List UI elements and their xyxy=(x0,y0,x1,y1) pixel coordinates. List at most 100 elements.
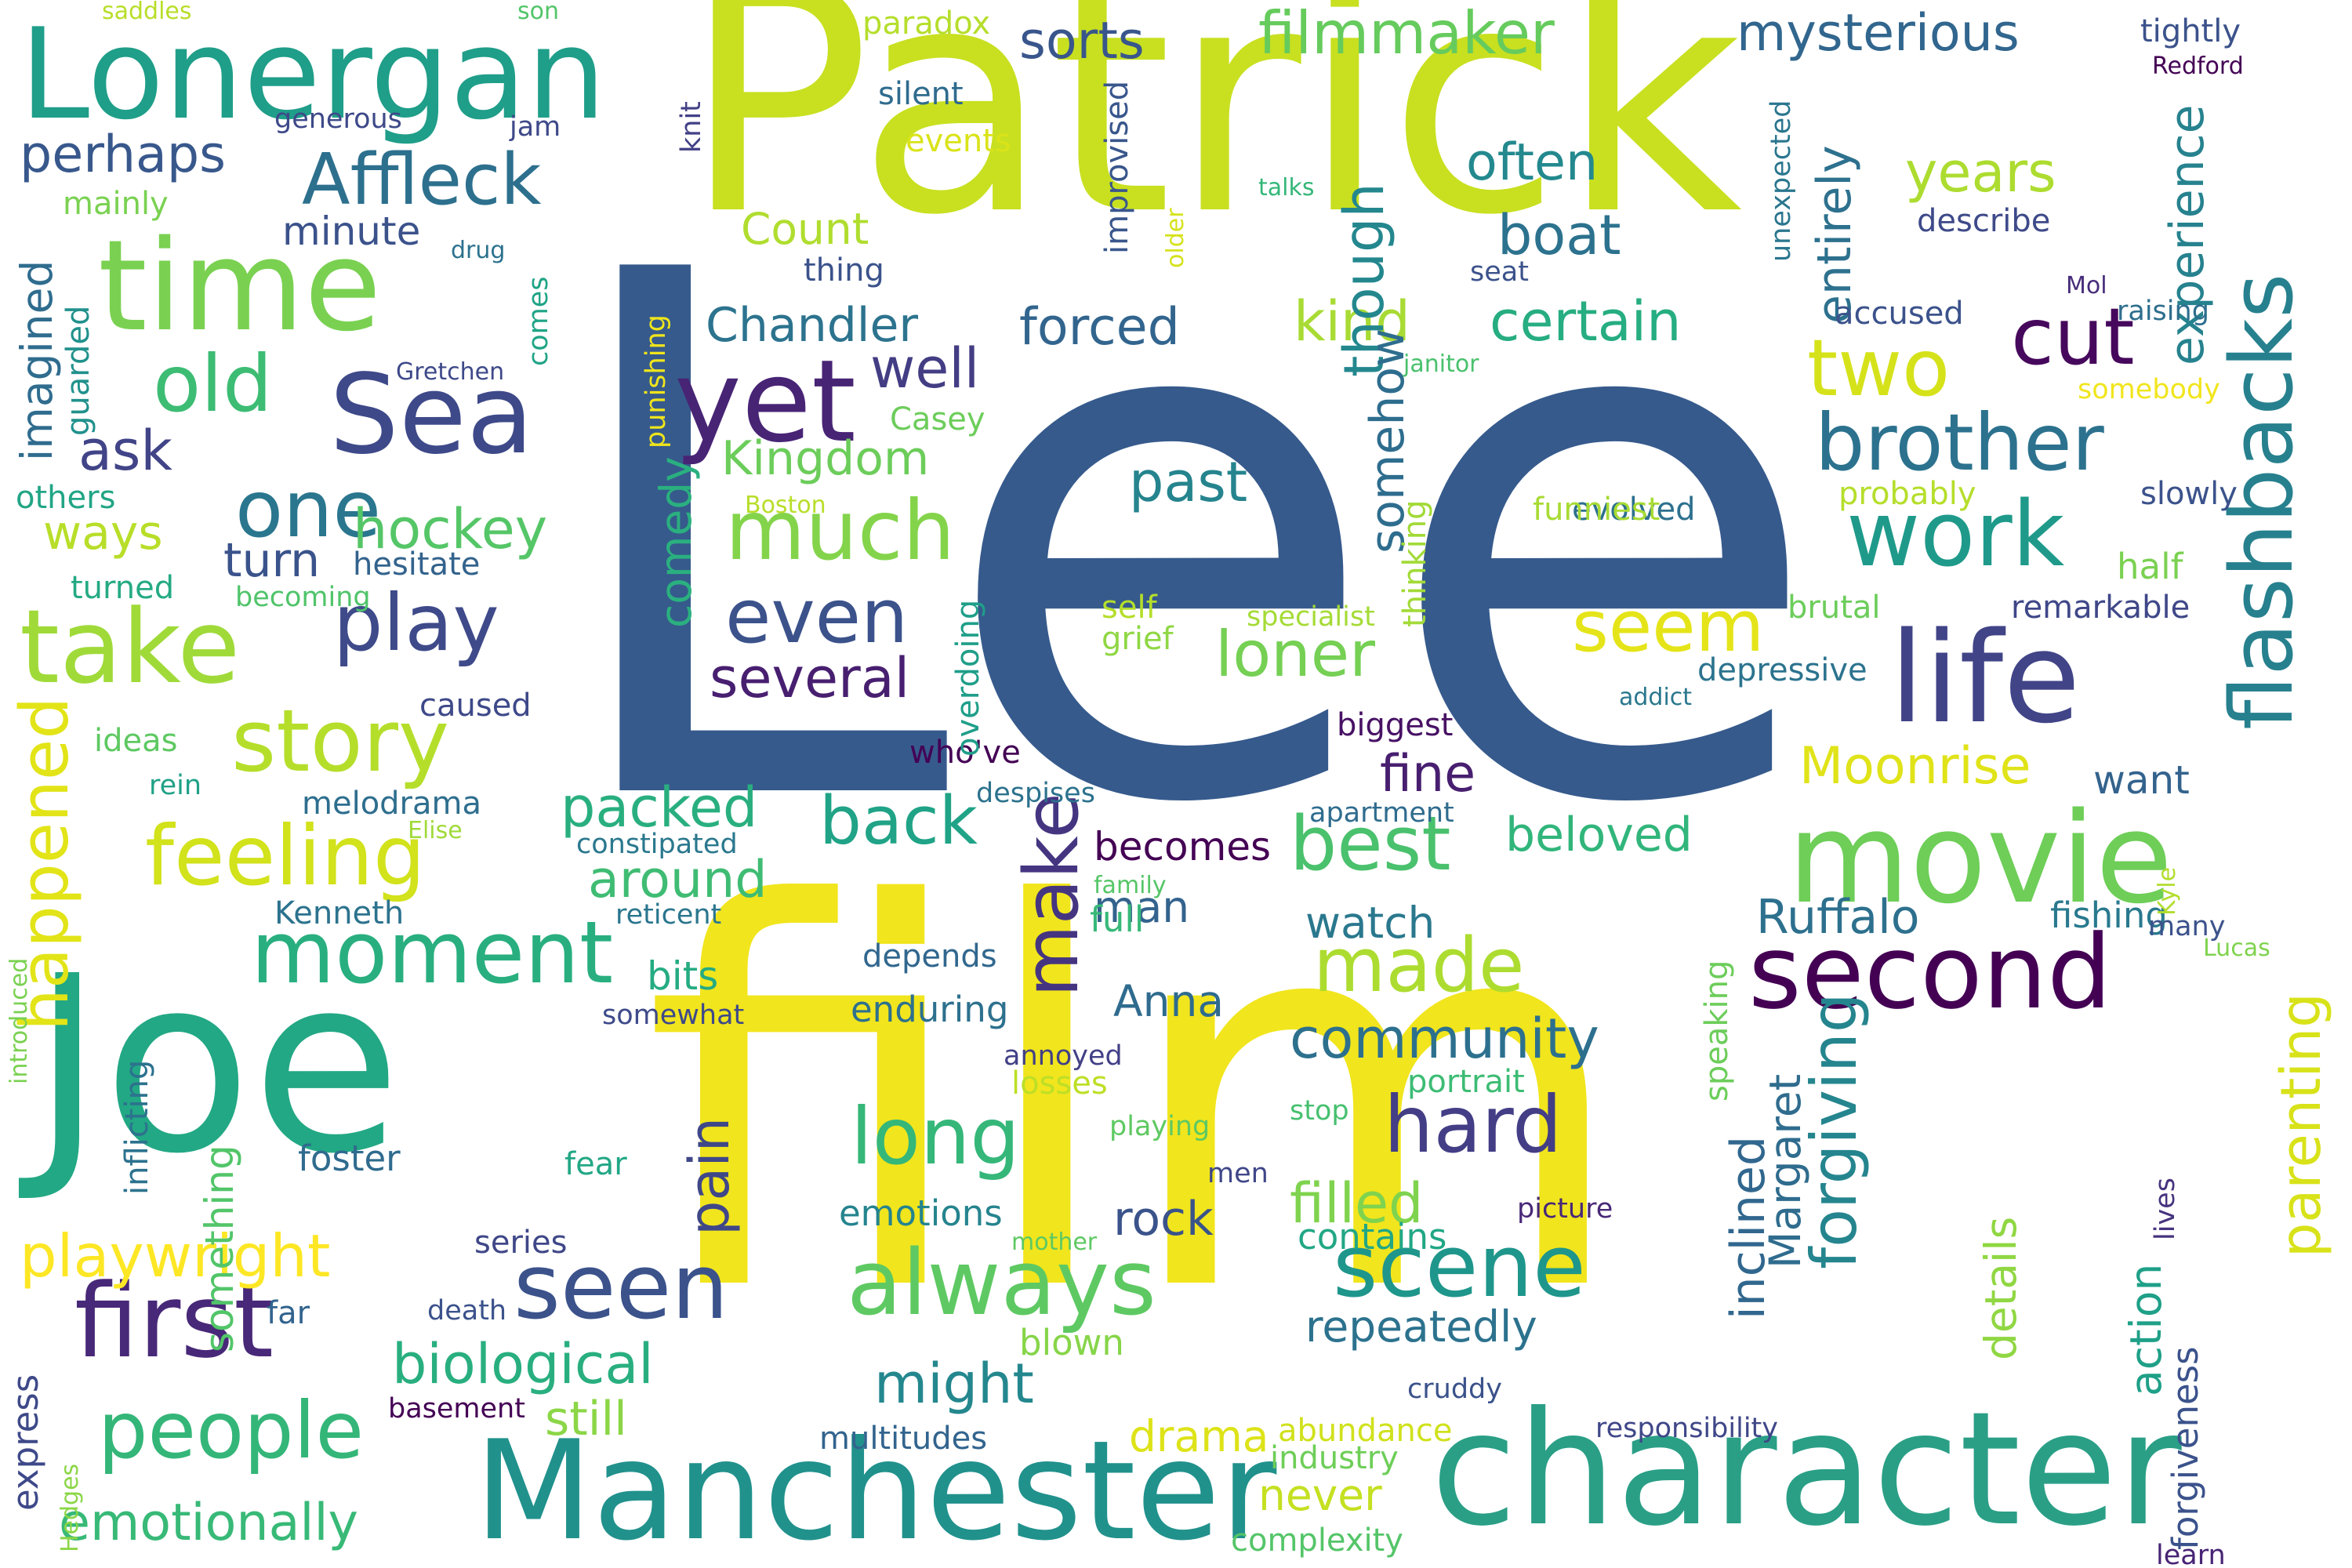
cloud-word: past xyxy=(1129,450,1248,514)
cloud-word: turned xyxy=(71,570,175,606)
cloud-word: improvised xyxy=(1099,80,1135,254)
cloud-word: Moonrise xyxy=(1799,737,2031,796)
cloud-word: brother xyxy=(1815,397,2104,488)
cloud-word: character xyxy=(1431,1378,2182,1561)
cloud-word: first xyxy=(74,1261,274,1381)
cloud-word: hard xyxy=(1384,1079,1563,1171)
cloud-word: sorts xyxy=(1019,12,1145,71)
cloud-word: men xyxy=(1207,1158,1269,1189)
cloud-word: speaking xyxy=(1699,960,1735,1102)
cloud-word: Lucas xyxy=(2203,935,2270,962)
cloud-word: parenting xyxy=(2269,993,2333,1258)
cloud-word: Sea xyxy=(329,351,534,479)
cloud-word: abundance xyxy=(1278,1413,1453,1449)
cloud-word: rein xyxy=(149,770,202,801)
cloud-word: playing xyxy=(1109,1111,1210,1142)
cloud-word: accused xyxy=(1835,296,1964,332)
cloud-word: Anna xyxy=(1113,976,1225,1026)
cloud-word: paradox xyxy=(862,5,991,42)
cloud-word: make xyxy=(1009,793,1095,997)
cloud-word: foster xyxy=(298,1138,401,1179)
cloud-word: somewhat xyxy=(602,1000,745,1031)
cloud-word: brutal xyxy=(1788,590,1881,626)
cloud-word: man xyxy=(1094,882,1190,932)
cloud-word: funniest xyxy=(1533,492,1661,528)
cloud-word: caused xyxy=(419,688,532,724)
cloud-word: story xyxy=(231,691,450,791)
cloud-word: ideas xyxy=(94,723,178,759)
cloud-word: becoming xyxy=(235,582,371,613)
cloud-word: stop xyxy=(1290,1095,1349,1127)
cloud-word: rock xyxy=(1113,1192,1214,1247)
cloud-word: blown xyxy=(1019,1322,1124,1363)
cloud-word: events xyxy=(906,123,1011,159)
cloud-word: drug xyxy=(451,237,506,264)
cloud-word: enduring xyxy=(851,989,1009,1030)
cloud-word: minute xyxy=(282,209,421,254)
cloud-word: apartment xyxy=(1309,797,1454,829)
cloud-word: forced xyxy=(1019,298,1180,357)
cloud-word: annoyed xyxy=(1004,1040,1123,1072)
cloud-word: ask xyxy=(78,419,172,483)
cloud-word: drama xyxy=(1129,1411,1269,1461)
cloud-word: seen xyxy=(514,1235,729,1340)
cloud-word: guarded xyxy=(60,305,96,436)
cloud-word: seem xyxy=(1572,586,1765,668)
cloud-word: express xyxy=(5,1374,46,1511)
cloud-word: Kenneth xyxy=(274,895,405,931)
cloud-word: beloved xyxy=(1505,808,1693,862)
cloud-word: mother xyxy=(1011,1229,1098,1256)
cloud-word: Casey xyxy=(890,401,985,437)
cloud-word: time xyxy=(98,212,382,359)
cloud-word: despises xyxy=(976,778,1095,809)
cloud-word: comedy xyxy=(651,456,701,628)
cloud-word: around xyxy=(588,851,768,909)
cloud-word: loner xyxy=(1215,618,1375,691)
cloud-word: Elise xyxy=(408,817,463,844)
cloud-word: probably xyxy=(1838,476,1976,512)
cloud-word: depressive xyxy=(1697,652,1867,688)
cloud-word: best xyxy=(1290,801,1451,887)
cloud-word: even xyxy=(725,574,909,660)
cloud-word: long xyxy=(851,1091,1020,1182)
cloud-word: people xyxy=(98,1385,364,1476)
cloud-word: son xyxy=(517,0,559,25)
cloud-word: Patrick xyxy=(682,0,1743,284)
cloud-word: describe xyxy=(1917,203,2051,239)
cloud-word: comes xyxy=(523,276,554,366)
cloud-word: forgiveness xyxy=(2165,1346,2206,1550)
cloud-word: contains xyxy=(1298,1216,1447,1258)
cloud-word: fishing xyxy=(2050,895,2168,936)
cloud-word: well xyxy=(870,336,980,401)
cloud-word: specialist xyxy=(1247,601,1375,633)
cloud-word: might xyxy=(874,1352,1034,1416)
cloud-word: always xyxy=(847,1231,1156,1336)
cloud-word: full xyxy=(1090,898,1145,940)
cloud-word: Mol xyxy=(2066,272,2107,299)
cloud-word: Boston xyxy=(745,492,826,519)
cloud-word: Ruffalo xyxy=(1756,890,1920,945)
cloud-word: far xyxy=(267,1295,310,1331)
cloud-word: kind xyxy=(1294,289,1410,354)
cloud-word: death xyxy=(427,1295,507,1327)
cloud-word: Chandler xyxy=(706,298,919,353)
cloud-word: film xyxy=(643,796,1632,1407)
cloud-word: biological xyxy=(392,1332,654,1396)
cloud-word: Kyle xyxy=(2154,866,2181,916)
cloud-word: mainly xyxy=(63,186,169,222)
cloud-word: complexity xyxy=(1231,1523,1403,1559)
cloud-word: imagined xyxy=(12,260,62,461)
cloud-word: take xyxy=(20,587,241,706)
cloud-word: community xyxy=(1290,1007,1599,1071)
cloud-word: overdoing xyxy=(950,599,986,757)
cloud-word: want xyxy=(2093,757,2190,803)
cloud-word: back xyxy=(819,782,978,860)
cloud-word: boat xyxy=(1497,203,1621,267)
cloud-word: somebody xyxy=(2078,374,2220,405)
cloud-word: old xyxy=(153,338,273,430)
cloud-word: series xyxy=(474,1225,568,1261)
cloud-word: movie xyxy=(1788,785,2173,931)
cloud-word: filled xyxy=(1290,1171,1424,1236)
cloud-word: hockey xyxy=(353,497,548,561)
